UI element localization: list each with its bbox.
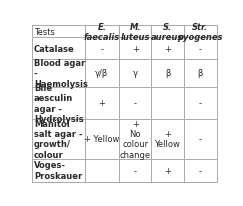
Text: +: + (132, 44, 139, 54)
Text: Str.
pyogenes: Str. pyogenes (177, 23, 223, 42)
Text: -: - (199, 44, 202, 54)
Text: +
Yellow: + Yellow (155, 129, 180, 149)
Text: -: - (199, 99, 202, 108)
Text: β: β (165, 69, 170, 78)
Text: +: + (164, 44, 171, 54)
Text: Tests: Tests (34, 28, 55, 37)
Text: -: - (199, 135, 202, 144)
Text: +
No
colour
change: + No colour change (120, 119, 151, 159)
Text: Bile
aesculin
agar -
Hydrolysis: Bile aesculin agar - Hydrolysis (34, 83, 83, 123)
Text: -: - (199, 166, 202, 175)
Text: Blood agar
-
Haemolysis: Blood agar - Haemolysis (34, 59, 88, 88)
Text: M.
luteus: M. luteus (120, 23, 150, 42)
Text: -: - (100, 44, 104, 54)
Text: + Yellow: + Yellow (84, 135, 120, 144)
Text: -: - (134, 99, 137, 108)
Text: Catalase: Catalase (34, 44, 75, 54)
Text: +: + (98, 99, 105, 108)
Text: γ: γ (133, 69, 138, 78)
Text: +: + (164, 166, 171, 175)
Text: E.
faecalis: E. faecalis (84, 23, 120, 42)
Text: Manitol
salt agar -
growth/
colour: Manitol salt agar - growth/ colour (34, 119, 82, 159)
Text: Voges-
Proskauer: Voges- Proskauer (34, 161, 82, 180)
Text: γ/β: γ/β (95, 69, 109, 78)
Text: -: - (134, 166, 137, 175)
Text: S.
aureus: S. aureus (151, 23, 184, 42)
Text: β: β (198, 69, 203, 78)
